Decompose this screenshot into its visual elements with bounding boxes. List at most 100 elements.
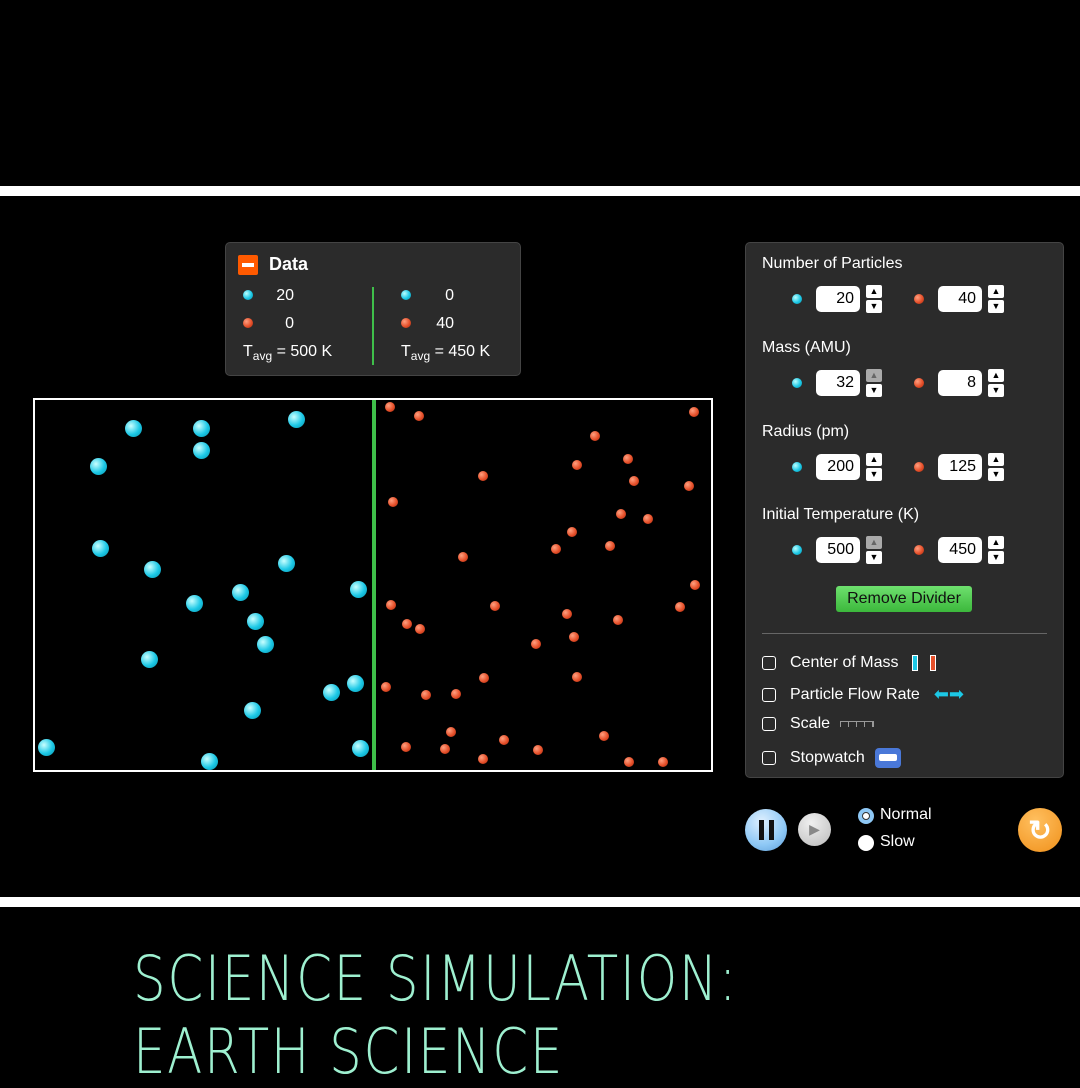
blue-particle — [124, 419, 142, 437]
red-particle — [643, 514, 653, 524]
reset-icon: ↻ — [1028, 814, 1052, 846]
blue-particle — [37, 738, 55, 756]
number-of-particles-red-input[interactable]: 40 — [938, 286, 982, 312]
decrement-arrow-icon[interactable]: ▼ — [866, 300, 882, 313]
red-particle — [499, 735, 509, 745]
initial-temperature-blue-spinner[interactable]: ▲ ▼ — [866, 536, 882, 564]
blue-particle — [322, 683, 340, 701]
red-particle — [623, 454, 633, 464]
increment-arrow-icon[interactable]: ▲ — [866, 369, 882, 382]
red-particle-icon — [914, 378, 924, 388]
collapse-icon[interactable] — [238, 255, 258, 275]
speed-normal-label: Normal — [880, 806, 932, 823]
initial-temperature-blue-input[interactable]: 500 — [816, 537, 860, 563]
red-particle — [458, 552, 468, 562]
left-tavg: Tavg = 500 K — [243, 343, 333, 364]
increment-arrow-icon[interactable]: ▲ — [988, 285, 1004, 298]
blue-particle-icon — [792, 545, 802, 555]
remove-divider-button[interactable]: Remove Divider — [836, 586, 972, 612]
mass-blue-spinner[interactable]: ▲ ▼ — [866, 369, 882, 397]
checkbox-row[interactable]: Stopwatch — [762, 748, 901, 768]
checkbox-row[interactable]: Particle Flow Rate ⬅➡ — [762, 684, 964, 705]
red-particle-icon — [914, 462, 924, 472]
left-red-count: 0 — [285, 315, 294, 332]
blue-particle — [349, 580, 367, 598]
red-particle — [551, 544, 561, 554]
checkbox[interactable] — [762, 717, 776, 731]
initial-temperature-red-spinner[interactable]: ▲ ▼ — [988, 536, 1004, 564]
mass-label: Mass (AMU) — [762, 339, 851, 356]
red-particle — [624, 757, 634, 767]
decrement-arrow-icon[interactable]: ▼ — [866, 551, 882, 564]
checkbox-row[interactable]: Center of Mass — [762, 654, 937, 672]
red-particle — [690, 580, 700, 590]
mass-blue-input[interactable]: 32 — [816, 370, 860, 396]
speed-slow-radio[interactable] — [858, 835, 874, 851]
decrement-arrow-icon[interactable]: ▼ — [988, 300, 1004, 313]
blue-particle — [200, 752, 218, 770]
red-particle — [572, 672, 582, 682]
red-particle — [415, 624, 425, 634]
red-particle — [562, 609, 572, 619]
increment-arrow-icon[interactable]: ▲ — [866, 453, 882, 466]
radius-red-input[interactable]: 125 — [938, 454, 982, 480]
mass-red-spinner[interactable]: ▲ ▼ — [988, 369, 1004, 397]
radius-red-spinner[interactable]: ▲ ▼ — [988, 453, 1004, 481]
red-particle — [531, 639, 541, 649]
decrement-arrow-icon[interactable]: ▼ — [988, 384, 1004, 397]
red-particle — [658, 757, 668, 767]
number-of-particles-blue-spinner[interactable]: ▲ ▼ — [866, 285, 882, 313]
bottom-divider-bar — [0, 897, 1080, 907]
checkbox-label: Center of Mass — [790, 654, 899, 671]
blue-particle-icon — [243, 290, 253, 300]
decrement-arrow-icon[interactable]: ▼ — [866, 468, 882, 481]
radius-blue-spinner[interactable]: ▲ ▼ — [866, 453, 882, 481]
increment-arrow-icon[interactable]: ▲ — [988, 369, 1004, 382]
speed-slow-label: Slow — [880, 833, 915, 850]
right-tavg: Tavg = 450 K — [401, 343, 491, 364]
checkbox[interactable] — [762, 751, 776, 765]
checkbox[interactable] — [762, 687, 776, 702]
number-of-particles-red-spinner[interactable]: ▲ ▼ — [988, 285, 1004, 313]
speed-normal-radio[interactable] — [858, 808, 874, 824]
blue-particle — [192, 419, 210, 437]
number-of-particles-label: Number of Particles — [762, 255, 903, 272]
increment-arrow-icon[interactable]: ▲ — [988, 536, 1004, 549]
increment-arrow-icon[interactable]: ▲ — [866, 285, 882, 298]
blue-particle-icon — [792, 378, 802, 388]
radius-blue-input[interactable]: 200 — [816, 454, 860, 480]
checkbox-label: Particle Flow Rate — [790, 685, 920, 703]
red-particle — [401, 742, 411, 752]
blue-particle-icon — [792, 462, 802, 472]
decrement-arrow-icon[interactable]: ▼ — [988, 468, 1004, 481]
red-particle — [478, 471, 488, 481]
scale-ruler-icon — [840, 721, 875, 727]
red-particle — [567, 527, 577, 537]
step-button[interactable]: ▶ — [798, 813, 831, 846]
reset-button[interactable]: ↻ — [1018, 808, 1062, 852]
number-of-particles-blue-input[interactable]: 20 — [816, 286, 860, 312]
decrement-arrow-icon[interactable]: ▼ — [866, 384, 882, 397]
blue-particle — [346, 674, 364, 692]
right-red-count: 40 — [436, 315, 454, 332]
pause-button[interactable] — [745, 809, 787, 851]
red-particle-icon — [401, 318, 411, 328]
decrement-arrow-icon[interactable]: ▼ — [988, 551, 1004, 564]
data-title: Data — [269, 254, 309, 274]
checkbox-row[interactable]: Scale — [762, 715, 875, 733]
blue-particle — [256, 635, 274, 653]
top-divider-bar — [0, 186, 1080, 196]
checkbox[interactable] — [762, 656, 776, 670]
left-blue-count: 20 — [276, 287, 294, 304]
initial-temperature-red-input[interactable]: 450 — [938, 537, 982, 563]
red-particle — [386, 600, 396, 610]
red-particle — [599, 731, 609, 741]
red-particle — [569, 632, 579, 642]
mass-red-input[interactable]: 8 — [938, 370, 982, 396]
red-particle — [479, 673, 489, 683]
blue-particle — [192, 441, 210, 459]
increment-arrow-icon[interactable]: ▲ — [988, 453, 1004, 466]
increment-arrow-icon[interactable]: ▲ — [866, 536, 882, 549]
separator — [762, 633, 1047, 634]
container-divider[interactable] — [372, 400, 376, 770]
